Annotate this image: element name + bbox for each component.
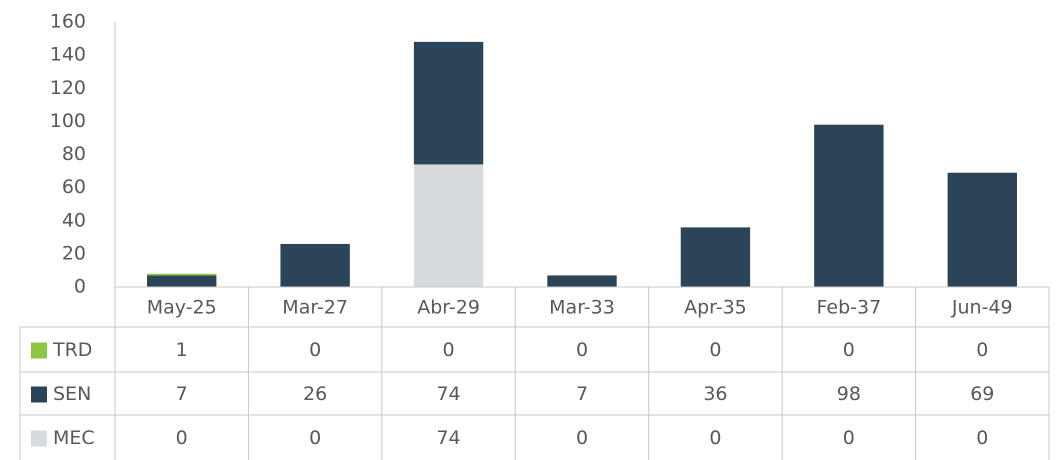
table-value: 36 — [703, 383, 727, 405]
bar-segment — [147, 273, 217, 276]
x-tick-label: Feb-37 — [817, 297, 882, 319]
y-tick-label: 100 — [50, 110, 86, 132]
x-tick-label: Jun-49 — [951, 297, 1013, 319]
y-tick-label: 160 — [50, 11, 86, 33]
x-tick-label: Apr-35 — [684, 297, 747, 319]
legend-label: TRD — [52, 339, 92, 361]
bar-segment — [680, 227, 751, 287]
y-tick-label: 120 — [50, 77, 86, 99]
table-value: 1 — [176, 339, 188, 361]
table-value: 0 — [709, 427, 721, 449]
y-tick-label: 60 — [62, 176, 86, 198]
table-value: 0 — [709, 339, 721, 361]
bar-segment — [947, 172, 1017, 287]
table-value: 74 — [436, 427, 460, 449]
x-tick-label: May-25 — [147, 297, 217, 319]
bar-segment — [413, 41, 484, 165]
x-tick-label: Mar-33 — [549, 297, 615, 319]
table-value: 0 — [576, 339, 588, 361]
y-tick-label: 80 — [62, 143, 86, 165]
table-value: 26 — [303, 383, 327, 405]
table-value: 0 — [443, 339, 455, 361]
bar-segment — [547, 275, 617, 287]
bar-segment — [814, 124, 884, 287]
legend-swatch — [31, 386, 47, 403]
table-value: 0 — [976, 339, 988, 361]
table-value: 69 — [970, 383, 994, 405]
y-tick-label: 20 — [62, 242, 86, 264]
table-value: 7 — [176, 383, 188, 405]
table-value: 98 — [837, 383, 861, 405]
table-value: 0 — [309, 427, 321, 449]
legend-label: MEC — [53, 427, 95, 449]
table-value: 0 — [309, 339, 321, 361]
legend-swatch — [31, 430, 47, 447]
y-tick-label: 140 — [50, 44, 86, 66]
table-value: 7 — [576, 383, 588, 405]
y-tick-label: 40 — [62, 209, 86, 231]
bar-segment — [280, 243, 350, 287]
legend-label: SEN — [53, 383, 91, 405]
x-tick-label: Mar-27 — [282, 297, 348, 319]
table-value: 0 — [576, 427, 588, 449]
legend-swatch — [31, 342, 47, 359]
bar-segment — [413, 164, 484, 287]
table-value: 0 — [176, 427, 188, 449]
y-tick-label: 0 — [74, 276, 86, 298]
bar-segment — [147, 275, 217, 287]
table-value: 0 — [843, 427, 855, 449]
table-value: 74 — [436, 383, 460, 405]
table-value: 0 — [843, 339, 855, 361]
x-tick-label: Abr-29 — [417, 297, 480, 319]
table-value: 0 — [976, 427, 988, 449]
